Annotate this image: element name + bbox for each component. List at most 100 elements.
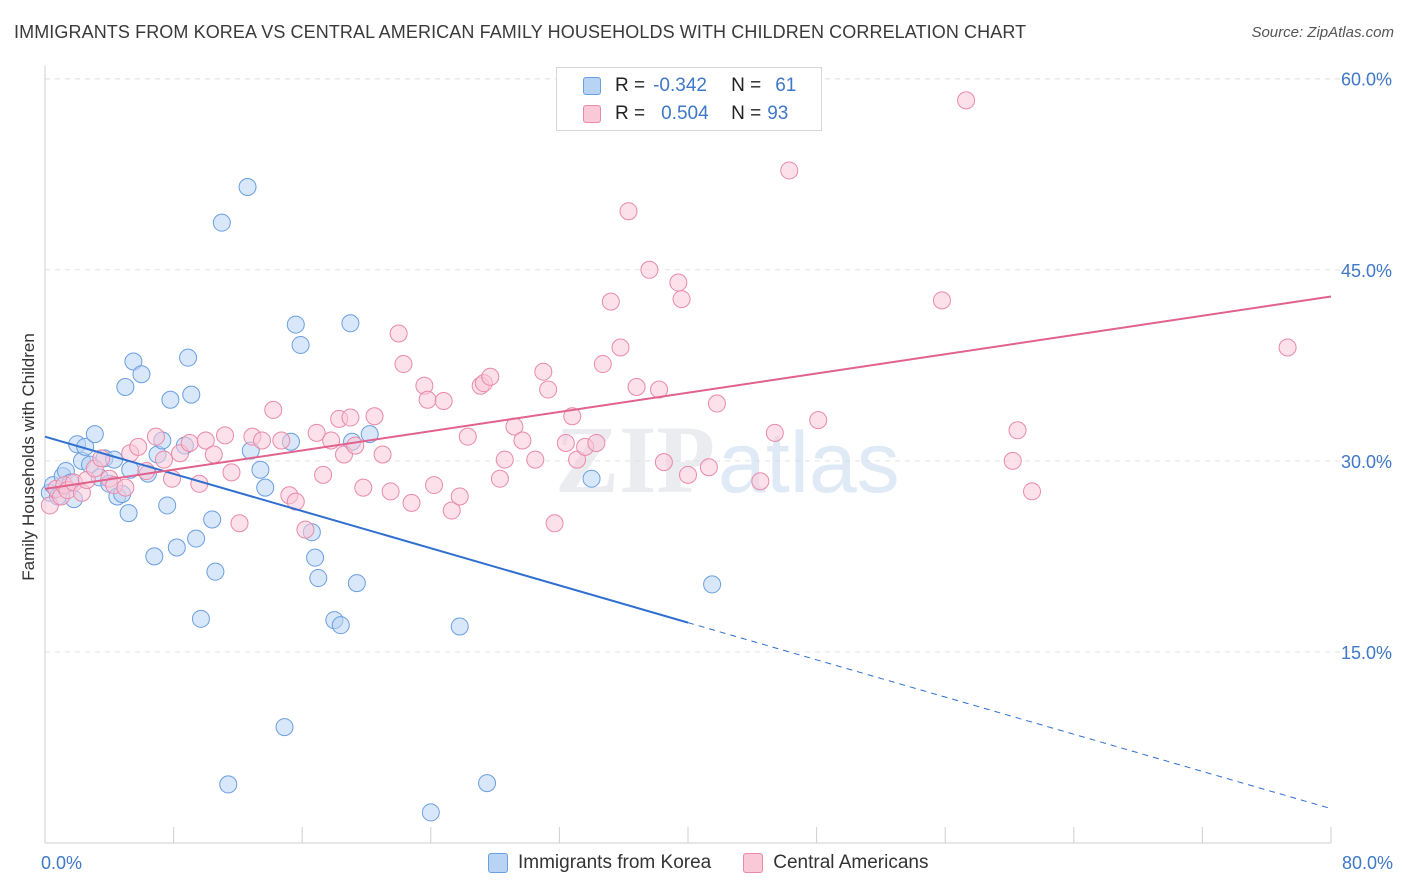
data-points	[40, 91, 1297, 822]
point-central	[129, 437, 148, 456]
legend-r-label: R =	[615, 75, 646, 96]
point-central	[116, 478, 135, 497]
point-korea	[251, 460, 270, 479]
point-korea	[187, 529, 206, 548]
point-central	[539, 380, 558, 399]
point-korea	[158, 496, 177, 515]
point-central	[425, 476, 444, 495]
point-korea	[275, 718, 294, 737]
y-axis-label: Family Households with Children	[19, 333, 38, 581]
point-central	[526, 450, 545, 469]
point-central	[611, 338, 630, 357]
point-central	[679, 465, 697, 484]
y-tick-label: 15.0%	[1341, 643, 1392, 663]
point-korea	[124, 352, 143, 371]
point-korea	[119, 504, 138, 523]
point-central	[672, 290, 691, 309]
point-korea	[116, 377, 135, 396]
point-central	[365, 407, 384, 426]
series-legend-korea-label: Immigrants from Korea	[518, 852, 712, 873]
point-korea	[306, 548, 325, 567]
y-tick-label: 60.0%	[1341, 70, 1392, 90]
point-korea	[203, 510, 222, 529]
point-central	[442, 501, 461, 520]
point-central	[495, 450, 514, 469]
point-korea	[341, 314, 360, 333]
series-legend-central: Central Americans	[743, 852, 928, 874]
point-central	[809, 411, 828, 430]
point-central	[341, 408, 360, 427]
point-central	[307, 423, 326, 442]
gridlines	[45, 78, 1392, 653]
point-central	[154, 450, 173, 469]
watermark-atlas: atlas	[718, 415, 900, 511]
legend-n-value: 61	[775, 75, 797, 96]
point-central	[394, 355, 413, 374]
series-legend-korea: Immigrants from Korea	[488, 852, 711, 874]
point-central	[180, 434, 199, 453]
point-korea	[179, 348, 198, 367]
point-central	[418, 390, 437, 409]
point-central	[587, 434, 606, 453]
point-central	[204, 445, 223, 464]
point-central	[556, 434, 575, 453]
point-central	[373, 445, 392, 464]
point-central	[765, 423, 784, 442]
point-central	[751, 472, 770, 491]
point-korea	[219, 775, 238, 794]
point-central	[780, 161, 799, 180]
series-legend-korea-swatch	[488, 853, 508, 873]
point-korea	[421, 803, 440, 822]
trend-line-central	[44, 295, 1332, 490]
point-central	[296, 520, 315, 539]
legend-row-central: R = 0.504 N = 93	[583, 102, 788, 126]
point-central	[1003, 451, 1022, 470]
point-central	[601, 292, 620, 311]
point-central	[1278, 338, 1297, 357]
point-central	[389, 324, 408, 343]
point-korea	[238, 177, 257, 196]
point-korea	[161, 390, 180, 409]
point-central	[196, 431, 215, 450]
point-central	[640, 260, 659, 279]
point-central	[402, 493, 421, 512]
point-central	[264, 400, 283, 419]
legend-n-label: N =	[731, 103, 762, 124]
x-tick-label: 0.0%	[41, 853, 82, 873]
point-central	[1023, 482, 1042, 501]
point-korea	[206, 562, 225, 581]
point-korea	[347, 574, 366, 593]
legend-n-label: N =	[731, 75, 762, 96]
point-korea	[212, 213, 231, 232]
point-central	[490, 469, 509, 488]
point-central	[253, 431, 272, 450]
point-korea	[360, 425, 379, 444]
legend-r-value: 0.504	[661, 103, 709, 124]
point-central	[222, 463, 241, 482]
point-central	[627, 377, 646, 396]
point-korea	[145, 547, 164, 566]
point-central	[346, 436, 365, 455]
watermark: ZIP atlas	[555, 406, 900, 513]
point-korea	[478, 774, 497, 793]
point-central	[216, 426, 235, 445]
point-central	[654, 453, 673, 472]
point-korea	[291, 335, 310, 354]
series-legend-central-label: Central Americans	[773, 852, 929, 873]
point-central	[481, 367, 500, 386]
point-central	[563, 407, 582, 426]
point-korea	[191, 609, 210, 628]
x-tick-label: 80.0%	[1342, 853, 1393, 873]
point-central	[458, 427, 477, 446]
point-central	[619, 202, 638, 221]
point-central	[669, 273, 688, 292]
point-central	[957, 91, 976, 110]
point-central	[534, 362, 553, 381]
point-korea	[286, 315, 305, 334]
legend-r-label: R =	[615, 103, 646, 124]
tick-labels: 15.0% 30.0% 45.0% 60.0% 0.0% 80.0%	[41, 70, 1393, 873]
point-central	[272, 431, 291, 450]
point-central	[932, 291, 951, 310]
point-korea	[132, 365, 151, 384]
point-korea	[331, 616, 350, 635]
